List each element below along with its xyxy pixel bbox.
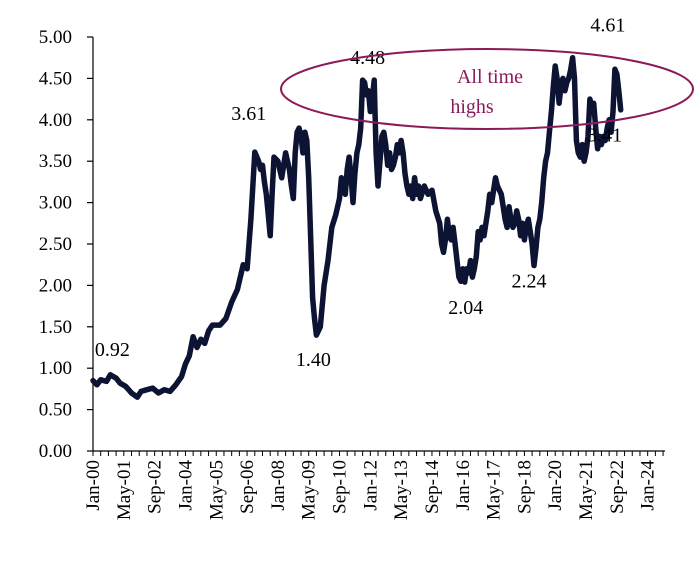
x-tick-label: Sep-06 (237, 460, 258, 514)
x-tick-label: May-05 (206, 460, 227, 520)
y-tick-label: 0.50 (39, 400, 72, 421)
y-axis: 0.00 0.50 1.00 1.50 2.00 2.50 3.00 3.50 4.00 4.50… (39, 27, 94, 462)
x-tick-label: Sep-10 (330, 460, 351, 514)
x-tick-label: Jan-24 (638, 460, 659, 511)
data-label: 2.24 (512, 271, 547, 293)
y-tick-label: 2.50 (39, 234, 72, 255)
x-tick-label: May-21 (576, 460, 597, 520)
x-tick-label: Jan-20 (545, 460, 566, 511)
x-tick-label: Sep-02 (145, 460, 166, 514)
y-tick-label: 1.50 (39, 317, 72, 338)
callout-line-1: All time (457, 66, 523, 88)
x-tick-label: May-09 (299, 460, 320, 520)
data-label: 4.48 (350, 47, 385, 69)
x-tick-label: Jan-12 (360, 460, 381, 511)
series-line-0 (90, 54, 624, 400)
x-tick-label: Jan-00 (83, 460, 104, 511)
data-label: 3.61 (231, 103, 266, 125)
data-label: 4.61 (590, 14, 625, 36)
callout-line-2: highs (450, 96, 494, 118)
x-tick-label: Jan-04 (175, 460, 196, 511)
x-tick-label: Sep-14 (422, 460, 443, 514)
y-tick-label: 2.00 (39, 275, 72, 296)
y-tick-label: 3.00 (39, 193, 72, 214)
y-tick-label: 0.00 (39, 441, 72, 462)
data-label: 0.92 (95, 339, 130, 361)
x-tick-label: May-13 (391, 460, 412, 520)
x-tick-label: May-01 (114, 460, 135, 520)
x-tick-label: Jan-08 (268, 460, 289, 511)
y-tick-label: 5.00 (39, 27, 72, 48)
y-tick-label: 3.50 (39, 151, 72, 172)
series-layer (90, 54, 624, 400)
x-tick-label: Jan-16 (453, 460, 474, 511)
x-axis: Jan-00 May-01 Sep-02 Jan-04 May-05 Sep-06 Jan-… (83, 450, 665, 520)
x-tick-label: Sep-18 (514, 460, 535, 514)
data-label: 1.40 (296, 349, 331, 371)
y-tick-label: 1.00 (39, 358, 72, 379)
data-label: 3.41 (587, 125, 622, 147)
all-time-highs-ellipse (280, 48, 694, 130)
y-tick-label: 4.00 (39, 110, 72, 131)
x-tick-label: Sep-22 (607, 460, 628, 514)
x-tick-label: May-17 (484, 460, 505, 520)
data-labels: 0.92 3.61 1.40 4.48 2.04 2.24 3.41 4.61 (95, 14, 626, 371)
data-label: 2.04 (448, 297, 483, 319)
all-time-highs-callout: All time highs (280, 48, 694, 130)
y-tick-label: 4.50 (39, 68, 72, 89)
